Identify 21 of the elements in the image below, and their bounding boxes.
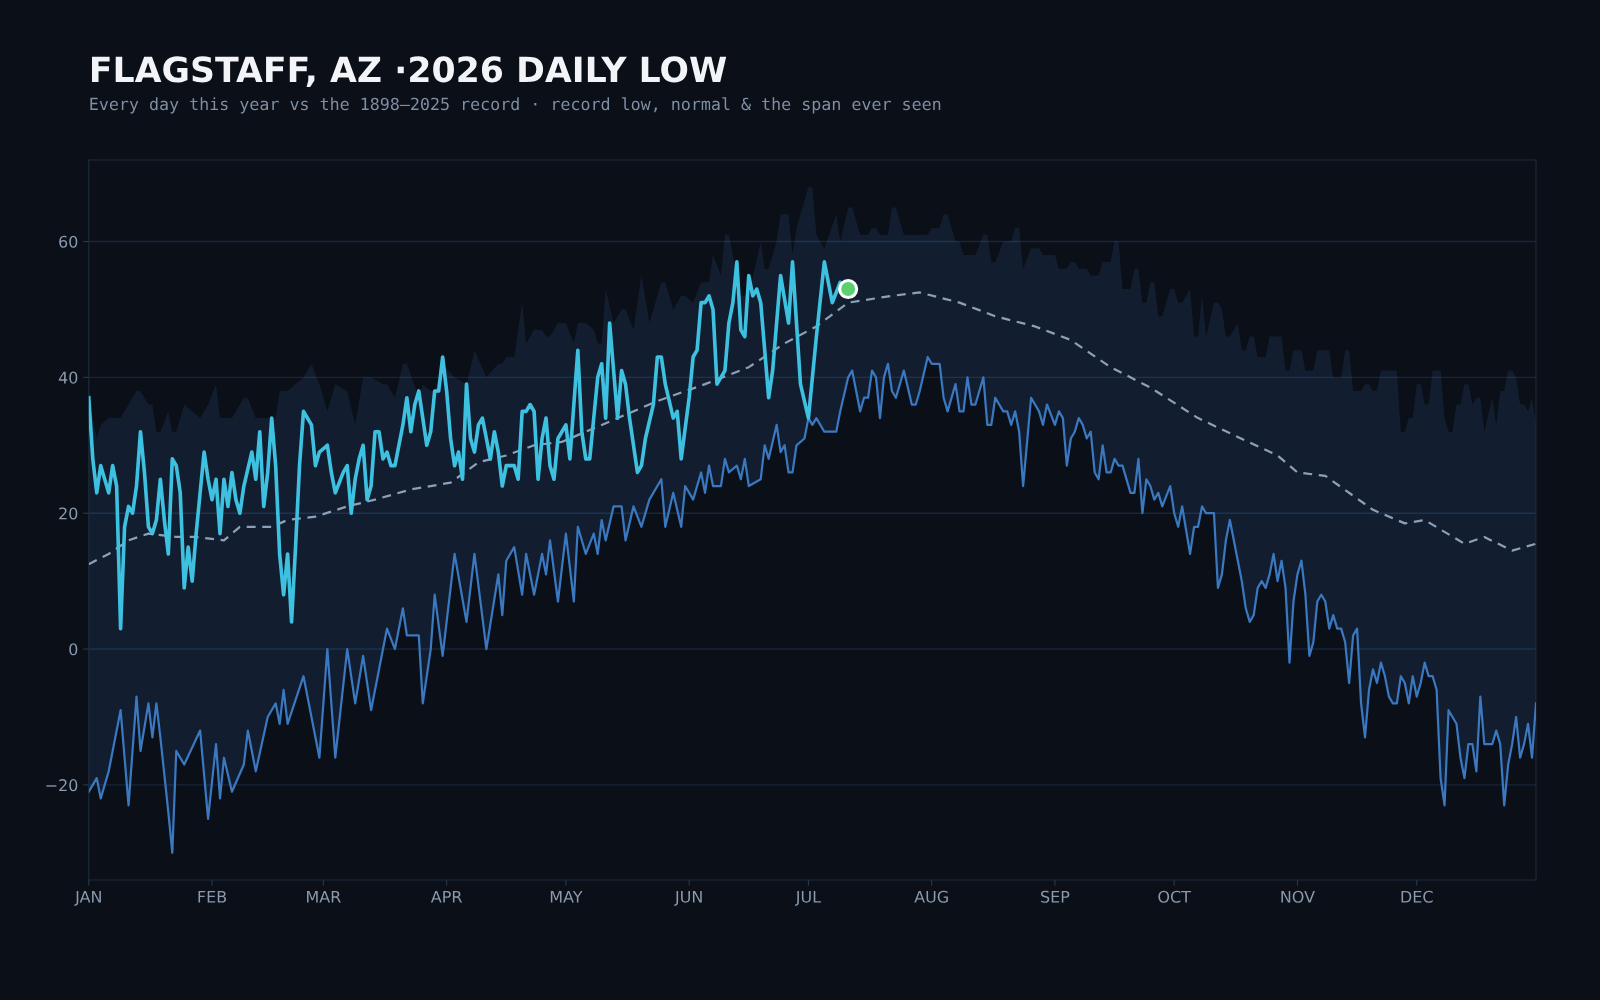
x-tick-label: NOV bbox=[1281, 890, 1315, 903]
x-tick-label: MAR bbox=[307, 890, 341, 903]
x-tick-label: DEC bbox=[1401, 890, 1433, 903]
y-tick-label: 40 bbox=[58, 371, 78, 384]
x-tick-label: JUL bbox=[794, 890, 821, 906]
line-series bbox=[88, 291, 1536, 566]
y-tick-label: 0 bbox=[69, 643, 78, 656]
x-tick-label: JUN bbox=[674, 890, 702, 906]
x-tick-label: FEB bbox=[198, 890, 227, 903]
x-tick-label: JAN bbox=[74, 890, 101, 906]
x-tick-label: MAY bbox=[550, 890, 583, 903]
y-tick-label: 20 bbox=[59, 507, 78, 520]
line-series bbox=[88, 355, 1536, 854]
x-tick-label: OCT bbox=[1158, 890, 1191, 903]
x-tick-label: AUG bbox=[914, 890, 948, 903]
x-tick-label: APR bbox=[430, 890, 462, 903]
chart-title: FLAGSTAFF, AZ ·2026 DAILY LOW bbox=[91, 56, 727, 87]
x-tick-label: SEP bbox=[1041, 890, 1070, 903]
chart-subtitle: Every day this year vs the 1898–2025 record · record low, normal & the span ever seen bbox=[90, 97, 941, 114]
y-tick-label: −20 bbox=[46, 779, 78, 792]
y-tick-label: 60 bbox=[59, 235, 78, 248]
